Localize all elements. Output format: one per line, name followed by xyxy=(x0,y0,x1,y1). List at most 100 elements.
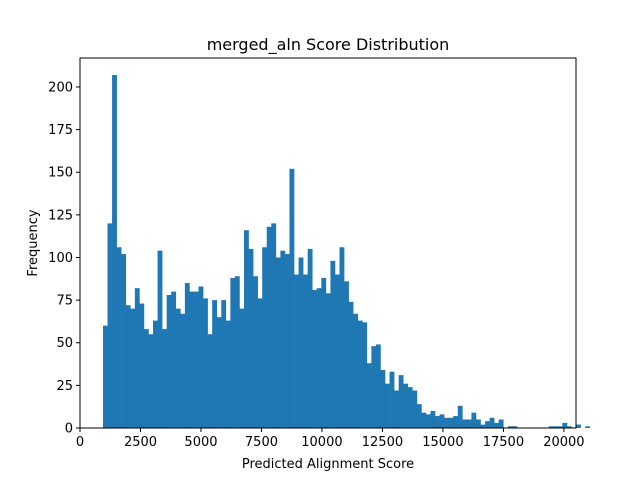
histogram-bar xyxy=(303,274,308,428)
histogram-bar xyxy=(243,230,249,428)
histogram-bar xyxy=(134,288,140,428)
histogram-bar xyxy=(234,276,240,428)
histogram-bar xyxy=(453,416,459,428)
histogram-bar xyxy=(248,248,254,428)
histogram-bar xyxy=(121,254,127,428)
histogram-bars xyxy=(102,75,590,428)
histogram-bar xyxy=(576,424,581,428)
histogram-bar xyxy=(166,295,172,428)
y-tick-label: 100 xyxy=(48,251,73,266)
histogram-bar xyxy=(457,405,463,428)
histogram-bar xyxy=(380,370,386,428)
histogram-bar xyxy=(548,426,554,428)
histogram-bar xyxy=(207,334,213,428)
histogram-bar xyxy=(334,274,340,428)
histogram-bar xyxy=(366,363,372,428)
histogram-bar xyxy=(157,250,163,428)
histogram-bar xyxy=(353,313,359,428)
histogram-bar xyxy=(307,248,313,428)
histogram-bar xyxy=(348,301,354,428)
histogram-bar xyxy=(494,422,500,428)
histogram-bar xyxy=(439,414,445,428)
y-tick-label: 50 xyxy=(56,336,73,351)
y-tick-label: 175 xyxy=(48,123,73,138)
histogram-bar xyxy=(339,247,345,428)
histogram-bar xyxy=(425,414,431,428)
histogram-bar xyxy=(216,317,222,428)
histogram-bar xyxy=(398,375,404,428)
x-tick-label: 0 xyxy=(76,435,84,450)
x-axis-label: Predicted Alignment Score xyxy=(242,457,414,472)
histogram-bar xyxy=(462,419,468,428)
y-tick-label: 0 xyxy=(65,422,73,437)
y-tick-label: 200 xyxy=(48,80,73,95)
y-tick-label: 150 xyxy=(48,166,73,181)
y-axis-label: Frequency xyxy=(26,209,41,276)
histogram-bar xyxy=(275,257,281,428)
histogram-bar xyxy=(189,291,195,428)
y-tick-label: 75 xyxy=(56,294,73,309)
histogram-bar xyxy=(184,283,190,428)
histogram-bar xyxy=(585,426,590,428)
x-tick-label: 2500 xyxy=(124,435,157,450)
histogram-bar xyxy=(107,223,113,428)
histogram-bar xyxy=(239,308,245,428)
histogram-bar xyxy=(257,298,263,428)
histogram-bar xyxy=(562,422,568,428)
x-tick-label: 15000 xyxy=(422,435,463,450)
histogram-bar xyxy=(266,226,272,428)
histogram-bar xyxy=(498,419,504,428)
histogram-bar xyxy=(221,300,227,428)
histogram-bar xyxy=(262,247,268,428)
histogram-bar xyxy=(312,289,318,428)
histogram-bar xyxy=(162,329,167,428)
y-tick-label: 125 xyxy=(48,208,73,223)
x-tick-label: 12500 xyxy=(362,435,403,450)
histogram-bar xyxy=(553,426,559,428)
x-tick-label: 10000 xyxy=(301,435,342,450)
x-tick-label: 7500 xyxy=(245,435,278,450)
histogram-bar xyxy=(112,75,117,428)
histogram-bar xyxy=(448,417,454,428)
histogram-bar xyxy=(471,412,477,428)
histogram-bar xyxy=(294,274,299,428)
histogram-bar xyxy=(171,291,177,428)
histogram-bar xyxy=(316,288,322,428)
histogram-bar xyxy=(362,322,368,428)
histogram-bar xyxy=(139,303,145,428)
histogram-bar xyxy=(280,250,286,428)
histogram-bar xyxy=(321,277,327,428)
histogram-bar xyxy=(557,426,563,428)
histogram-bar xyxy=(371,346,377,428)
y-tick-label: 25 xyxy=(56,379,73,394)
histogram-bar xyxy=(444,417,449,428)
histogram-bar xyxy=(430,410,436,428)
histogram-bar xyxy=(466,419,472,428)
histogram-bar xyxy=(175,308,181,428)
histogram-bar xyxy=(485,421,490,428)
histogram-bar xyxy=(148,334,154,428)
histogram-bar xyxy=(289,168,295,428)
histogram-bar xyxy=(385,383,390,428)
histogram-bar xyxy=(357,320,363,428)
x-axis-ticks: 0 2500 5000 7500 10000 12500 15000 17500 20000 xyxy=(76,428,585,450)
histogram-bar xyxy=(330,260,336,428)
histogram-bar xyxy=(230,277,236,428)
histogram-bar xyxy=(203,298,208,428)
histogram-bar xyxy=(102,325,108,428)
histogram-bar xyxy=(507,426,513,428)
histogram-bar xyxy=(475,419,481,428)
histogram-bar xyxy=(298,257,304,428)
x-tick-label: 20000 xyxy=(543,435,584,450)
plot-frame xyxy=(79,57,577,429)
histogram-bar xyxy=(412,390,418,428)
chart-title: merged_aln Score Distribution xyxy=(207,35,450,55)
histogram-bar xyxy=(271,223,277,428)
histogram-bar xyxy=(389,371,395,428)
histogram-bar xyxy=(193,291,199,428)
histogram-bar xyxy=(225,320,231,428)
histogram-bar xyxy=(325,293,331,428)
x-tick-label: 5000 xyxy=(184,435,217,450)
histogram-bar xyxy=(566,426,572,428)
histogram-bar xyxy=(416,404,422,428)
